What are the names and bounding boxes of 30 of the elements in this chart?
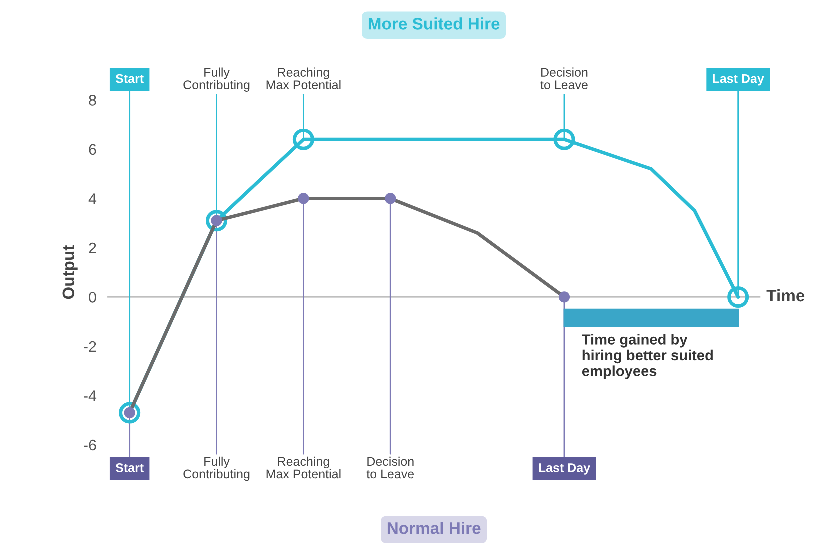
point — [728, 286, 750, 308]
x-axis-title: Time — [766, 289, 805, 302]
point — [292, 128, 314, 150]
y-tick-label: -6 — [84, 440, 96, 451]
point — [558, 292, 570, 303]
data-label: Fully Contributing — [184, 68, 250, 92]
data-label: Fully Contributing — [184, 456, 250, 482]
data-label: Last Day — [539, 464, 590, 475]
y-tick-label: -4 — [84, 390, 97, 402]
data-label: Decision to Leave — [366, 456, 414, 479]
y-tick-label: 2 — [89, 242, 96, 254]
y-tick-label: 0 — [89, 292, 96, 303]
y-axis-title: Output — [62, 245, 78, 300]
point — [298, 193, 310, 204]
point — [385, 193, 396, 204]
y-tick-label: 6 — [89, 144, 96, 156]
data-label: Last Day — [713, 74, 764, 86]
data-label: Reaching Max Potential — [266, 456, 341, 479]
text: More Suited Hire — [368, 18, 500, 30]
point — [554, 128, 576, 150]
data-label: Decision to Leave — [540, 68, 588, 90]
annotation: Time gained by hiring better suited employees — [582, 334, 713, 380]
y-tick-label: 8 — [89, 95, 96, 106]
y-tick-label: 4 — [88, 194, 97, 204]
data-label: Start — [116, 464, 144, 472]
text: Normal Hire — [388, 522, 481, 534]
data-label: Start — [116, 74, 144, 84]
point — [119, 402, 141, 424]
y-tick-label: -2 — [84, 341, 96, 352]
data-label: Reaching Max Potential — [266, 68, 341, 90]
